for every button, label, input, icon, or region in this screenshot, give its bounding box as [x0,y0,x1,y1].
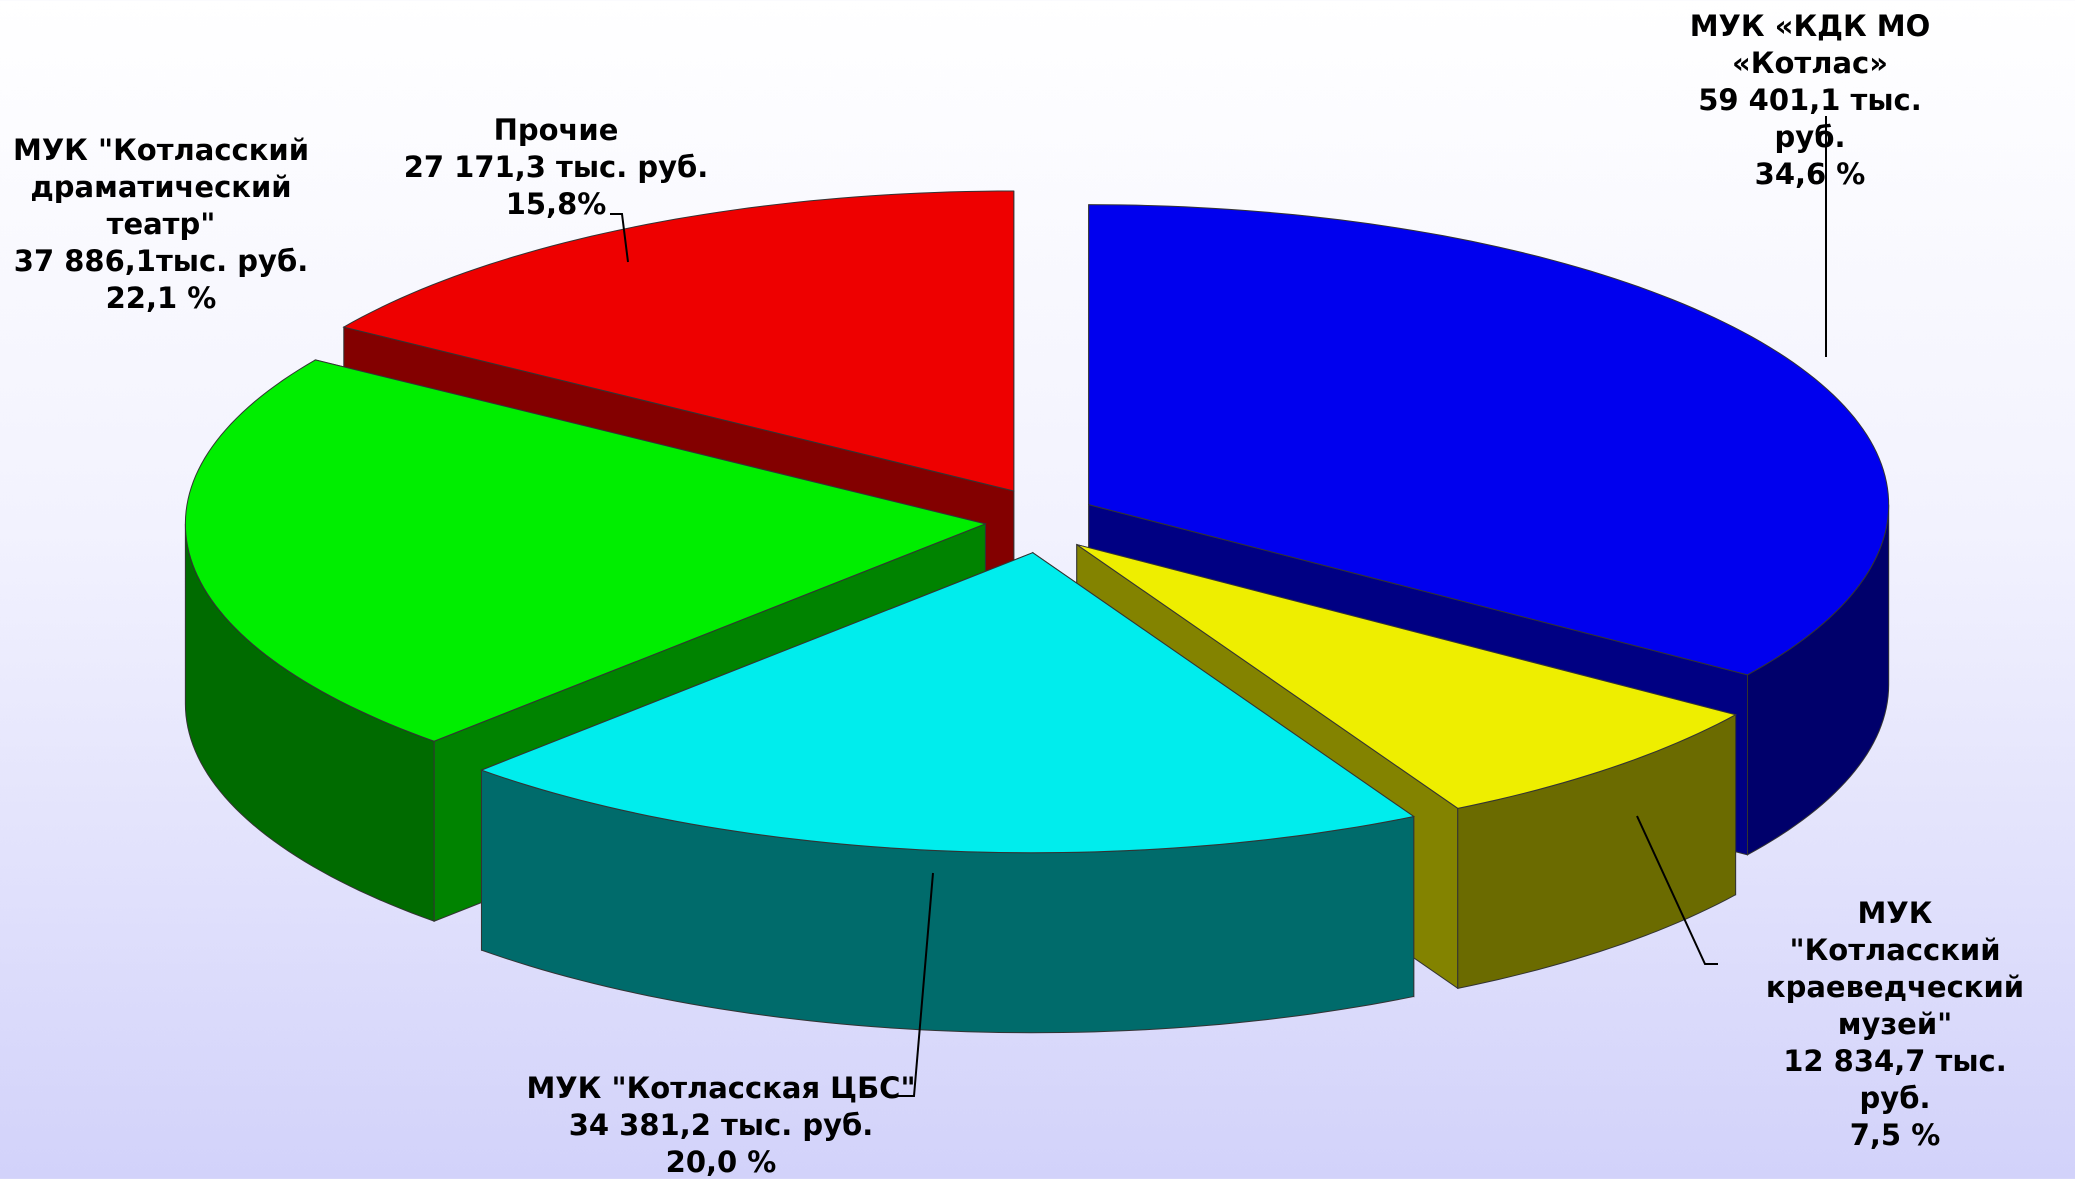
data-label: МУК «КДК МО «Котлас» 59 401,1 тыс. руб. 34… [1678,8,1943,193]
label-amount: 27 171,3 тыс. руб. [403,150,709,184]
data-label: МУК "Котласский драматический театр" 37 8… [13,132,309,317]
label-name: МУК "Котласский драматический театр" [12,133,310,241]
slice-top [480,552,1416,854]
label-percent: 7,5 % [1849,1118,1941,1152]
leader-line [1636,815,1718,965]
label-amount: 34 381,2 тыс. руб. [568,1108,874,1142]
label-amount: 37 886,1тыс. руб. [13,244,309,278]
data-label: МУК "Котласский краеведческий музей" 12 8… [1766,895,2024,1154]
slice-top [1076,544,1737,809]
label-percent: 15,8% [505,187,607,221]
label-percent: 34,6 % [1754,157,1866,191]
slice-top [1088,204,1890,676]
slice [480,551,1416,1034]
label-percent: 20,0 % [665,1145,777,1179]
leader-line [610,213,629,263]
label-name: Прочие [493,113,619,147]
label-name: МУК "Котласская ЦБС" [526,1071,916,1105]
slice-top [184,359,988,742]
label-amount: 59 401,1 тыс. руб. [1698,83,1922,154]
slice-top [342,190,1015,492]
label-name: МУК "Котласский краеведческий музей" [1765,896,2025,1041]
label-amount: 12 834,7 тыс. руб. [1783,1044,2007,1115]
data-label: МУК "Котласская ЦБС" 34 381,2 тыс. руб. 20… [526,1070,915,1179]
label-name: МУК «КДК МО «Котлас» [1689,9,1931,80]
pie [184,190,1890,1034]
leader-line [898,872,934,1097]
label-percent: 22,1 % [105,281,217,315]
data-label: Прочие 27 171,3 тыс. руб. 15,8% [404,112,709,223]
